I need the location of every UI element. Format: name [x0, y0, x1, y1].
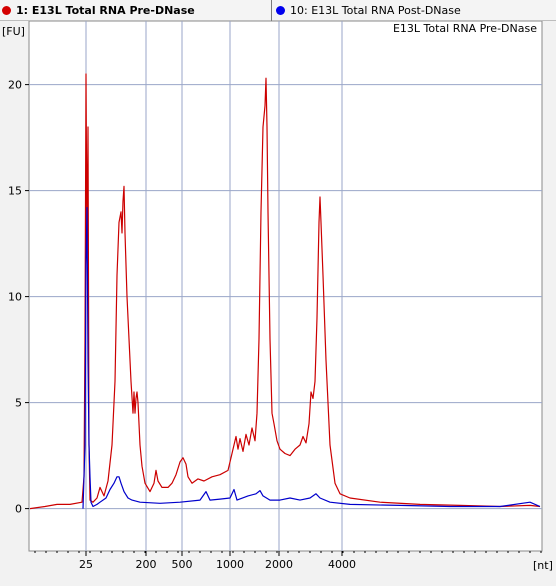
legend-label-post-dnase: 10: E13L Total RNA Post-DNase: [290, 4, 461, 17]
x-tick-label: 25: [79, 558, 93, 571]
x-tick-label: 4000: [328, 558, 356, 571]
chart-title: E13L Total RNA Pre-DNase: [393, 22, 537, 35]
x-tick-label: 200: [136, 558, 157, 571]
y-tick-label: 20: [8, 79, 22, 92]
legend-entry-post-dnase[interactable]: 10: E13L Total RNA Post-DNase: [276, 0, 461, 21]
series-layer: [29, 73, 541, 510]
x-tick-label: 500: [172, 558, 193, 571]
legend-dot-red-icon: [2, 6, 11, 15]
y-axis-unit: [FU]: [2, 25, 25, 38]
y-tick-label: 0: [15, 503, 22, 516]
y-tick-label: 15: [8, 185, 22, 198]
x-axis-unit: [nt]: [533, 559, 553, 572]
legend-label-pre-dnase: 1: E13L Total RNA Pre-DNase: [16, 4, 195, 17]
y-axis: 0 5 10 15 20: [8, 79, 29, 516]
plot-area: [28, 21, 543, 552]
legend-divider: [271, 0, 272, 21]
series-post-dnase-line: [82, 207, 541, 509]
legend-dot-blue-icon: [276, 6, 285, 15]
legend-entry-pre-dnase[interactable]: 1: E13L Total RNA Pre-DNase: [2, 0, 195, 21]
x-axis: 25 200 500 1000 2000 4000: [34, 551, 542, 571]
x-tick-label: 2000: [265, 558, 293, 571]
y-tick-label: 10: [8, 291, 22, 304]
legend-bar: 1: E13L Total RNA Pre-DNase 10: E13L Tot…: [0, 0, 556, 21]
x-tick-label: 1000: [216, 558, 244, 571]
series-pre-dnase-line: [29, 73, 541, 510]
y-tick-label: 5: [15, 397, 22, 410]
